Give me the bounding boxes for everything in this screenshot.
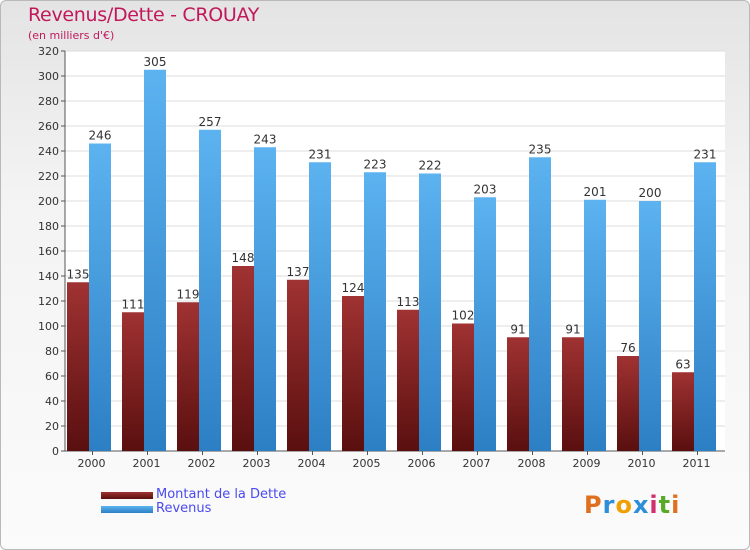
bar-debt (67, 282, 89, 451)
data-label: 201 (584, 185, 607, 199)
data-label: 222 (419, 159, 442, 173)
bar-debt (562, 337, 584, 451)
logo-letter: P (584, 491, 603, 519)
x-tick-label: 2010 (628, 457, 656, 470)
bar-debt (617, 356, 639, 451)
x-tick-label: 2009 (573, 457, 601, 470)
y-tick-label: 260 (38, 120, 59, 133)
x-tick-label: 2011 (683, 457, 711, 470)
bar-debt (342, 296, 364, 451)
data-label: 243 (254, 132, 277, 146)
bar-revenue (144, 69, 166, 451)
bar-revenue (584, 199, 606, 451)
y-tick-label: 100 (38, 320, 59, 333)
y-tick-label: 60 (45, 370, 59, 383)
x-tick-label: 2002 (188, 457, 216, 470)
logo-letter: i (671, 491, 681, 519)
bar-revenue (474, 197, 496, 451)
y-tick-label: 200 (38, 195, 59, 208)
data-label: 137 (287, 265, 310, 279)
bar-debt (397, 309, 419, 451)
bar-debt (672, 372, 694, 451)
y-tick-label: 160 (38, 245, 59, 258)
y-tick-label: 0 (52, 445, 59, 458)
bar-revenue (639, 201, 661, 451)
bar-revenue (309, 162, 331, 451)
bar-debt (507, 337, 529, 451)
data-label: 200 (639, 186, 662, 200)
data-label: 91 (510, 322, 525, 336)
bar-revenue (364, 172, 386, 451)
bar-debt (452, 323, 474, 451)
chart-title: Revenus/Dette - CROUAY (28, 4, 260, 26)
data-label: 203 (474, 182, 497, 196)
bar-revenue (419, 173, 441, 451)
data-label: 119 (177, 287, 200, 301)
legend-swatch-debt (101, 492, 153, 499)
y-tick-label: 140 (38, 270, 59, 283)
data-label: 235 (529, 142, 552, 156)
y-tick-label: 320 (38, 45, 59, 58)
legend-label-debt: Montant de la Dette (156, 487, 287, 502)
x-tick-label: 2005 (353, 457, 381, 470)
bar-revenue (254, 147, 276, 451)
data-label: 231 (309, 147, 332, 161)
legend-swatch-revenue (101, 506, 153, 513)
logo-letter: i (649, 491, 659, 519)
y-tick-label: 240 (38, 145, 59, 158)
bar-revenue (89, 143, 111, 451)
data-label: 223 (364, 157, 387, 171)
y-tick-label: 80 (45, 345, 59, 358)
x-tick-label: 2004 (298, 457, 326, 470)
x-tick-label: 2003 (243, 457, 271, 470)
data-label: 102 (452, 309, 475, 323)
bar-debt (287, 279, 309, 451)
data-label: 91 (565, 322, 580, 336)
logo-letter: t (658, 491, 672, 519)
data-label: 246 (89, 129, 112, 143)
y-tick-label: 280 (38, 95, 59, 108)
y-tick-label: 20 (45, 420, 59, 433)
data-label: 135 (67, 267, 90, 281)
proxiti-logo: Proxiti (584, 491, 680, 519)
bar-revenue (694, 162, 716, 451)
x-tick-label: 2008 (518, 457, 546, 470)
data-label: 231 (694, 147, 717, 161)
data-label: 148 (232, 251, 255, 265)
bar-debt (177, 302, 199, 451)
data-label: 124 (342, 281, 365, 295)
logo-letter: x (632, 491, 650, 519)
data-label: 63 (675, 357, 690, 371)
data-label: 257 (199, 115, 222, 129)
bar-revenue (529, 157, 551, 451)
chart-subtitle: (en milliers d'€) (28, 29, 115, 42)
data-label: 76 (620, 341, 635, 355)
y-tick-label: 40 (45, 395, 59, 408)
x-tick-label: 2001 (133, 457, 161, 470)
y-tick-label: 220 (38, 170, 59, 183)
data-label: 305 (144, 55, 167, 69)
bar-revenue (199, 129, 221, 451)
data-label: 113 (397, 295, 420, 309)
x-tick-label: 2000 (78, 457, 106, 470)
data-label: 111 (122, 297, 145, 311)
legend-label-revenue: Revenus (156, 501, 212, 516)
y-tick-label: 180 (38, 220, 59, 233)
x-tick-label: 2006 (408, 457, 436, 470)
logo-letter: o (615, 491, 633, 519)
bar-debt (122, 312, 144, 451)
bar-debt (232, 266, 254, 451)
y-tick-label: 300 (38, 70, 59, 83)
y-tick-label: 120 (38, 295, 59, 308)
logo-letter: r (602, 491, 616, 519)
x-tick-label: 2007 (463, 457, 491, 470)
